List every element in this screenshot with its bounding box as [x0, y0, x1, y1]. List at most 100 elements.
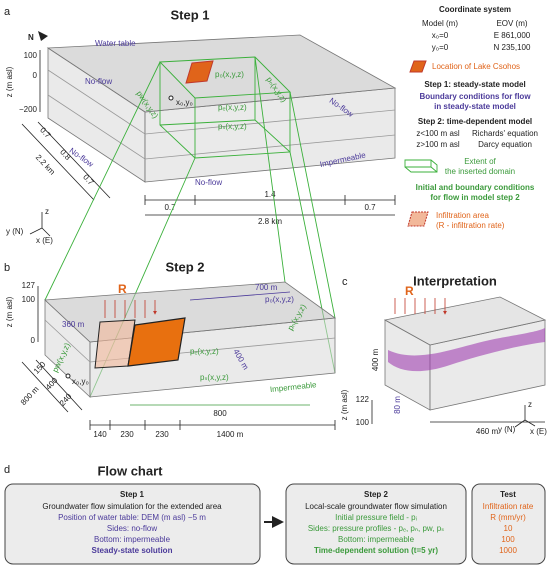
R: R	[118, 282, 127, 296]
box-line: 10	[504, 524, 513, 533]
eq-range: z>100 m asl	[416, 140, 460, 149]
panel-label: d	[4, 464, 10, 476]
step1-bc: in steady-state model	[434, 102, 516, 111]
dim-line	[189, 291, 291, 301]
length: 460 m	[476, 427, 499, 436]
origin-point	[168, 95, 174, 101]
box-line: Position of water table: DEM (m asl) −5 …	[58, 513, 206, 522]
box-title: Test	[500, 490, 516, 499]
pressure: p₀(x,y,z)	[215, 70, 244, 79]
origin: x₀,y₀	[72, 377, 89, 386]
panel-title: Step 1	[170, 7, 209, 22]
extent: Extent of	[464, 157, 496, 166]
side-dim: 400	[44, 375, 60, 391]
layers	[47, 69, 396, 160]
no-flow: No-flow	[85, 77, 112, 86]
extent-icon	[404, 159, 438, 173]
side-total: 2.2 km	[34, 153, 57, 177]
eq-name: Darcy equation	[478, 140, 532, 149]
origin: x₀,y₀	[176, 98, 193, 107]
lake-label: Location of Lake Csohos	[432, 62, 520, 71]
step2-bc: for flow in model step 2	[430, 193, 520, 202]
z-tick: 100	[24, 51, 38, 60]
coord: x₀=0	[432, 31, 449, 40]
infiltration: (R - infiltration rate)	[436, 221, 505, 230]
legend: Coordinate system Model (m) EOV (m) x₀=0…	[404, 5, 538, 230]
lake-icon	[409, 60, 427, 73]
bottom-total: 1400 m	[217, 430, 244, 439]
z-tick: 122	[356, 395, 370, 404]
axis: y (N)	[498, 425, 516, 434]
z-tick: −200	[19, 105, 38, 114]
top-face	[46, 34, 397, 113]
z-tick: 0	[33, 71, 38, 80]
north: N	[28, 33, 34, 42]
bottom-total: 2.8 km	[258, 217, 282, 226]
pressure: pₑ(x,y,z)	[190, 347, 219, 356]
box-line: Infiltration rate	[483, 502, 534, 511]
axis: x (E)	[36, 236, 53, 245]
bottom-dim: 0.7	[364, 203, 376, 212]
z-tick: 100	[356, 418, 370, 427]
box-line: Steady-state solution	[92, 546, 173, 555]
bottom-dim: 230	[155, 430, 169, 439]
panel-b: b Step 2 R x₀,y₀ 360 m 700 m 400 m p₀(x,…	[4, 259, 337, 439]
panel-d: d Flow chart Step 1 Groundwater flow sim…	[4, 463, 546, 565]
z-tick: 100	[22, 295, 36, 304]
z-label: z (m asl)	[5, 66, 14, 97]
pressure: pₛ(x,y,z)	[200, 373, 229, 382]
box-line: Time-dependent solution (t=5 yr)	[314, 546, 438, 555]
width: 400 m	[371, 349, 380, 372]
panel-c: c Interpretation R 400 m 122 100 z (m as…	[340, 273, 547, 436]
col-eov: EOV (m)	[496, 19, 527, 28]
eq-range: z<100 m asl	[416, 129, 460, 138]
pressure: pₑ(x,y,z)	[218, 103, 247, 112]
side-dim: 150	[32, 359, 48, 375]
eq-name: Richards' equation	[472, 129, 538, 138]
bottom-dim: 1.4	[264, 190, 276, 199]
no-flow: No-flow	[195, 178, 222, 187]
box-line: Groundwater flow simulation for the exte…	[42, 502, 222, 511]
R: R	[405, 284, 414, 298]
panel-label: c	[342, 276, 348, 288]
north-arrow	[38, 31, 48, 41]
axis: z	[528, 400, 532, 409]
box-line: Initial pressure field - pᵢ	[335, 513, 417, 522]
box-line: R (mm/yr)	[490, 513, 526, 522]
step2-bc: Initial and boundary conditions	[416, 183, 535, 192]
side-dim: 240	[58, 391, 74, 407]
step1-bc: Boundary conditions for flow	[419, 92, 531, 101]
z-tick: 0	[31, 336, 36, 345]
step1: Step 1: steady-state model	[424, 80, 525, 89]
side-dim	[21, 123, 95, 201]
extent: the inserted domain	[445, 167, 515, 176]
coord: y₀=0	[432, 43, 449, 52]
side-dim	[37, 121, 111, 199]
box-line: Sides: no-flow	[107, 524, 157, 533]
z-label: z (m asl)	[340, 389, 349, 420]
box-title: Step 1	[120, 490, 145, 499]
panel-a: a Step 1 N Water table No-flow No-flow N…	[4, 6, 397, 245]
bottom-ticks	[89, 420, 336, 430]
box-line: Bottom: impermeable	[338, 535, 415, 544]
box-line: 100	[501, 535, 515, 544]
bottom-ticks	[144, 195, 396, 205]
infiltration-icon	[407, 211, 429, 227]
axes	[29, 212, 51, 237]
bottom-dim: 0.7	[164, 203, 176, 212]
box-title: Step 2	[364, 490, 389, 499]
box-line: 1000	[499, 546, 517, 555]
bottom-dim: 140	[93, 430, 107, 439]
coord: N 235,100	[494, 43, 531, 52]
side-dim: 0.7	[38, 126, 53, 141]
water-table: Water table	[95, 39, 136, 48]
axes	[514, 405, 536, 428]
step2: Step 2: time-dependent model	[418, 117, 532, 126]
step2-box	[285, 483, 467, 565]
axis: x (E)	[530, 427, 547, 436]
bottom-dim: 230	[120, 430, 134, 439]
pressure: p₀(x,y,z)	[265, 295, 294, 304]
lake	[127, 317, 186, 367]
z-tick: 127	[22, 281, 36, 290]
z-label: z (m asl)	[5, 296, 14, 327]
